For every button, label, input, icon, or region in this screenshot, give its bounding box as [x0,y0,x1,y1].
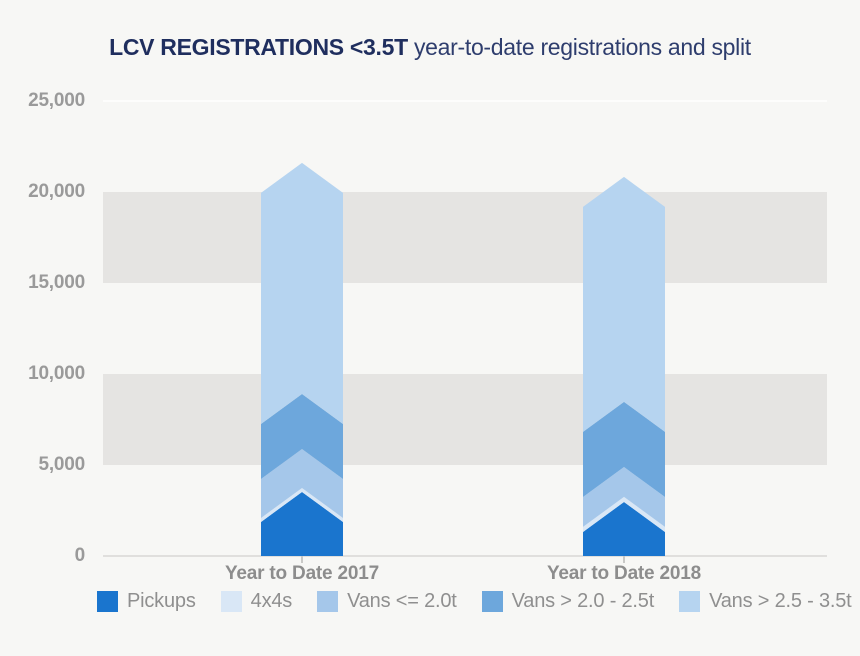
legend-item-4x4s: 4x4s [220,590,293,613]
legend-label-vans-2-5-3-5t: Vans > 2.5 - 3.5t [709,590,852,612]
segment-pickups-year-to-date-2017 [261,491,343,556]
legend-swatch-vans-2-0t [317,591,339,612]
legend: Pickups 4x4s Vans <= 2.0t Vans > 2.0 - 2.5t… [97,590,852,613]
x-category-label-year-to-date-2017: Year to Date 2017 [225,563,379,584]
y-tick-label-10000: 10,000 [28,363,85,384]
legend-item-vans-2-5-3-5t: Vans > 2.5 - 3.5t [679,590,852,613]
legend-label-pickups: Pickups [127,590,196,612]
segment-vans-2-5-3-5t-year-to-date-2017 [261,162,343,425]
y-tick-label-25000: 25,000 [28,90,85,111]
segment-vans-2-5-3-5t-year-to-date-2018 [583,176,665,432]
legend-swatch-4x4s [220,591,242,612]
legend-item-pickups: Pickups [97,590,196,613]
legend-label-4x4s: 4x4s [250,590,293,612]
chart-title: LCV REGISTRATIONS <3.5T year-to-date reg… [0,34,860,61]
y-tick-label-15000: 15,000 [28,272,85,293]
chart-title-bold: LCV REGISTRATIONS <3.5T [109,34,408,60]
background-band-0 [103,192,827,283]
segment-vans-2-0-2-5t-year-to-date-2017 [261,394,343,480]
y-tick-label-5000: 5,000 [38,454,85,475]
y-tick-label-0: 0 [74,545,86,566]
y-tick-label-20000: 20,000 [28,181,85,202]
segment-vans-2-0t-year-to-date-2018 [583,467,665,527]
segment-pickups-year-to-date-2018 [583,501,665,556]
segment-vans-2-0t-year-to-date-2017 [261,449,343,518]
x-category-label-year-to-date-2018: Year to Date 2018 [547,563,701,584]
legend-swatch-vans-2-0-2-5t [481,591,503,612]
legend-label-vans-2-0-2-5t: Vans > 2.0 - 2.5t [511,590,655,612]
legend-label-vans-2-0t: Vans <= 2.0t [347,590,457,612]
legend-item-vans-2-0-2-5t: Vans > 2.0 - 2.5t [481,590,655,613]
legend-swatch-pickups [97,591,118,612]
segment-vans-2-0-2-5t-year-to-date-2018 [583,401,665,498]
legend-swatch-vans-2-5-3-5t [679,591,701,612]
background-band-1 [103,374,827,465]
chart-title-regular: year-to-date registrations and split [407,34,751,60]
legend-item-vans-2-0t: Vans <= 2.0t [317,590,457,613]
